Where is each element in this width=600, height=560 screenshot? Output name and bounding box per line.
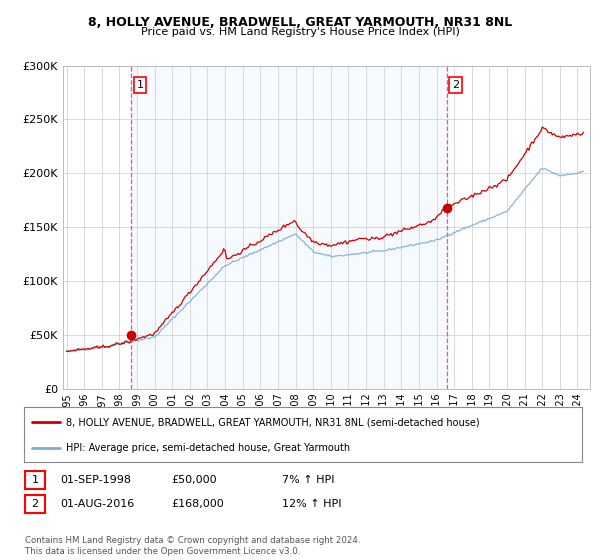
Text: £168,000: £168,000 xyxy=(171,499,224,509)
Bar xyxy=(131,66,447,389)
Text: Price paid vs. HM Land Registry's House Price Index (HPI): Price paid vs. HM Land Registry's House … xyxy=(140,27,460,37)
Text: 2: 2 xyxy=(452,80,459,90)
Text: 01-SEP-1998: 01-SEP-1998 xyxy=(60,475,131,485)
Text: £50,000: £50,000 xyxy=(171,475,217,485)
Text: 8, HOLLY AVENUE, BRADWELL, GREAT YARMOUTH, NR31 8NL (semi-detached house): 8, HOLLY AVENUE, BRADWELL, GREAT YARMOUT… xyxy=(66,418,479,427)
Text: 1: 1 xyxy=(32,475,38,485)
Text: 8, HOLLY AVENUE, BRADWELL, GREAT YARMOUTH, NR31 8NL: 8, HOLLY AVENUE, BRADWELL, GREAT YARMOUT… xyxy=(88,16,512,29)
Text: 12% ↑ HPI: 12% ↑ HPI xyxy=(282,499,341,509)
Text: HPI: Average price, semi-detached house, Great Yarmouth: HPI: Average price, semi-detached house,… xyxy=(66,443,350,452)
Text: 2: 2 xyxy=(32,499,38,509)
Text: 1: 1 xyxy=(136,80,143,90)
Text: Contains HM Land Registry data © Crown copyright and database right 2024.
This d: Contains HM Land Registry data © Crown c… xyxy=(25,536,361,556)
Text: 01-AUG-2016: 01-AUG-2016 xyxy=(60,499,134,509)
Text: 7% ↑ HPI: 7% ↑ HPI xyxy=(282,475,335,485)
